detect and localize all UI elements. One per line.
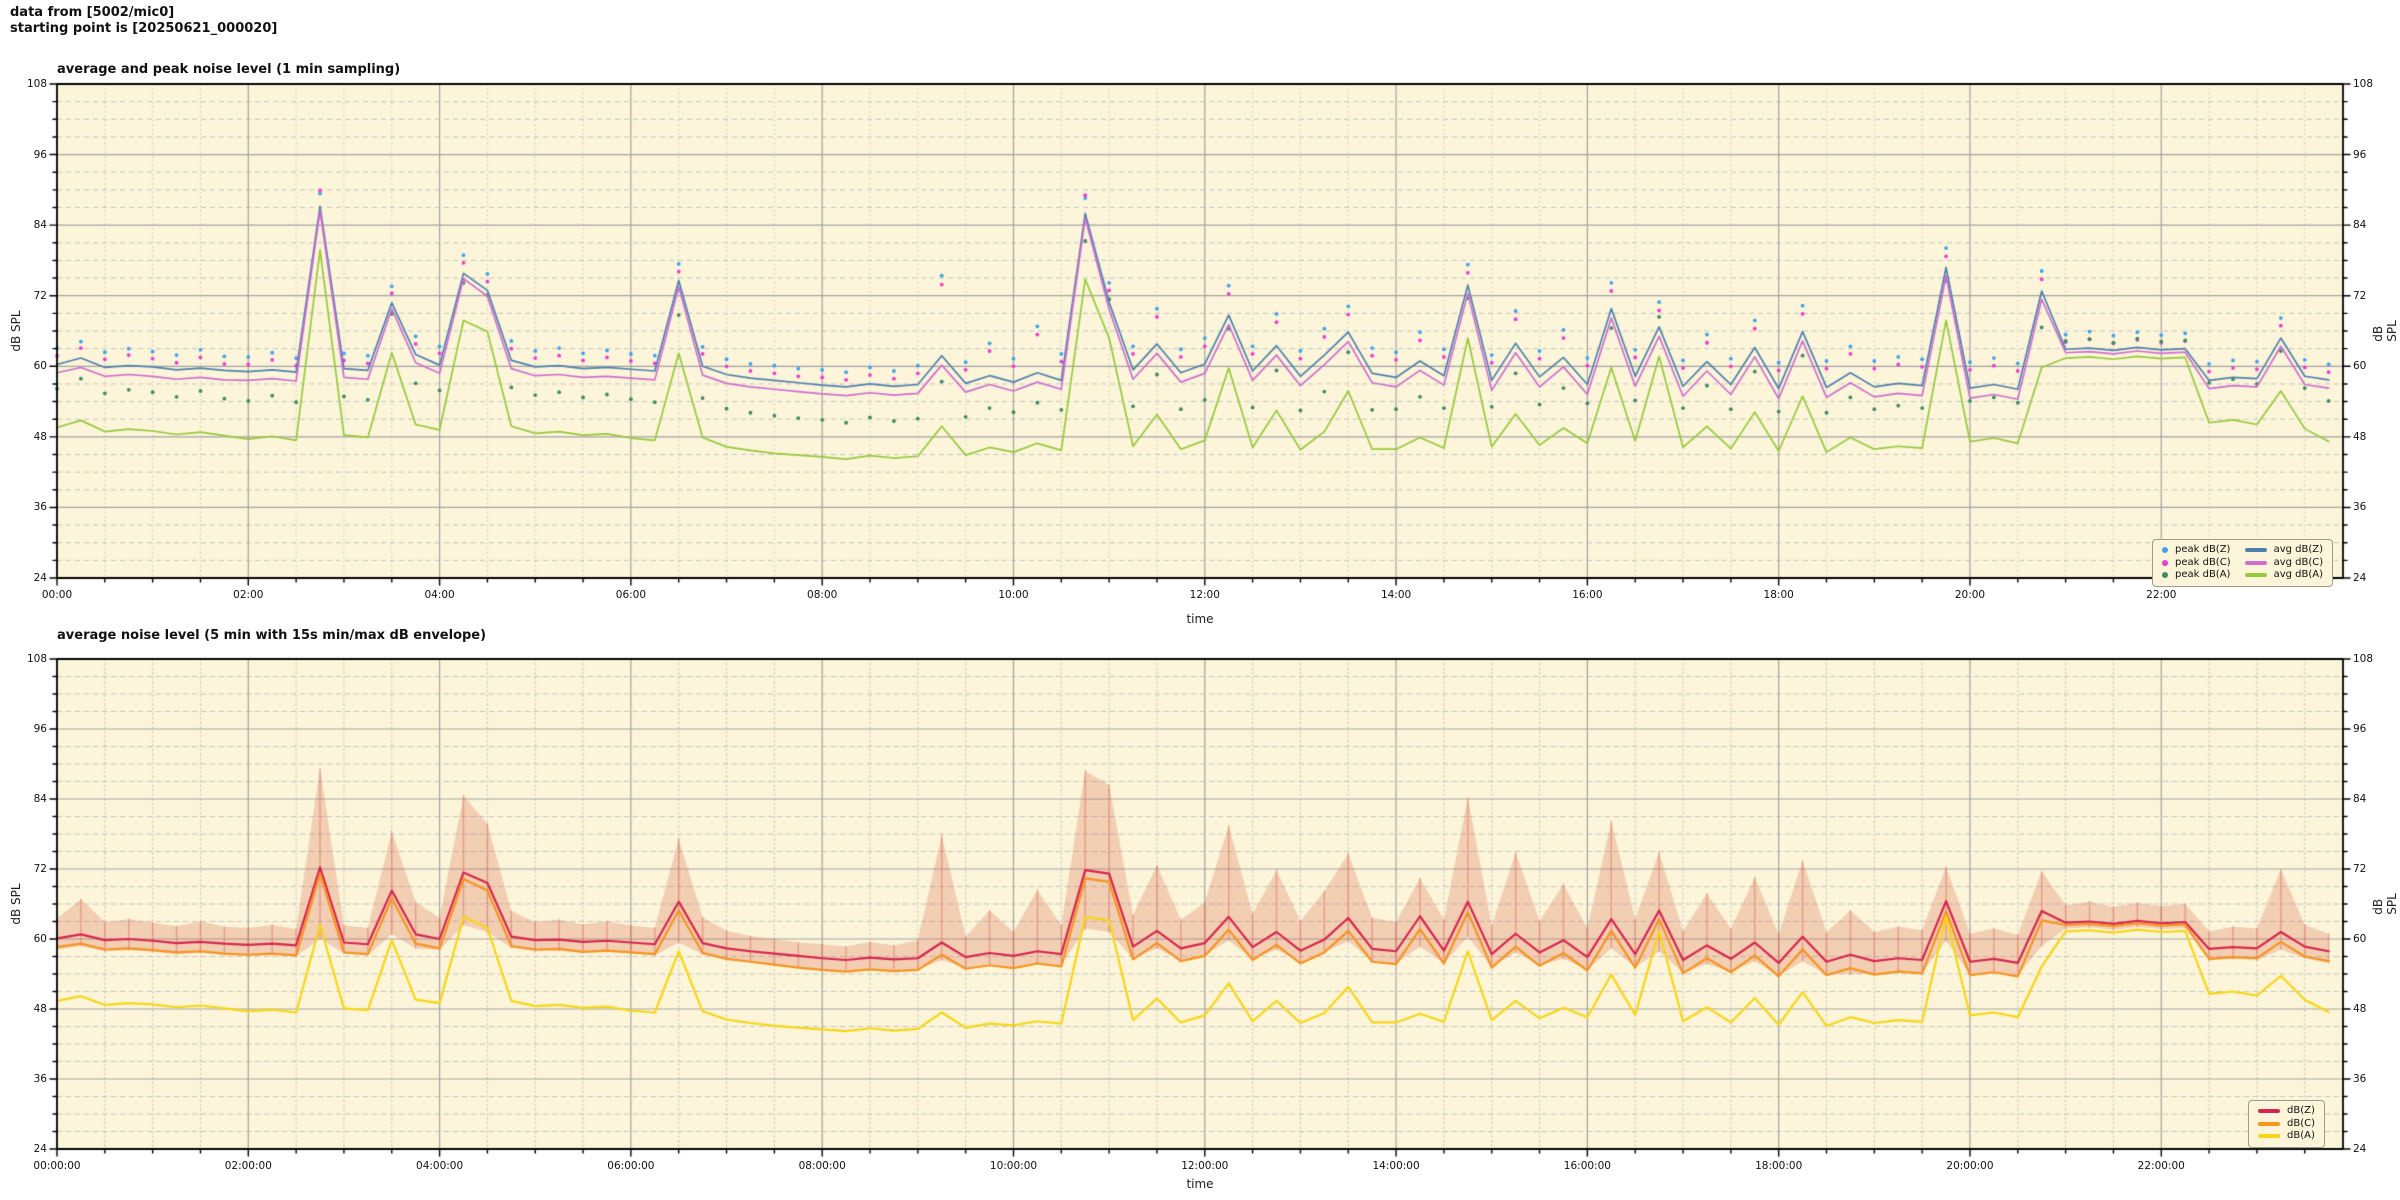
legend-label: avg dB(A) xyxy=(2273,569,2324,580)
y-tick-label-left: 36 xyxy=(33,501,47,514)
y-tick-label-right: 60 xyxy=(2353,933,2367,945)
y-tick-label-right: 36 xyxy=(2353,1073,2367,1085)
legend-label: avg dB(C) xyxy=(2273,556,2324,568)
y-tick-label-left: 72 xyxy=(33,289,47,302)
y-tick-label-left: 96 xyxy=(33,148,47,161)
y-tick-label-left: 60 xyxy=(33,360,47,373)
x-tick-label: 14:00 xyxy=(1380,589,1412,601)
y-tick-label-right: 48 xyxy=(2353,430,2367,443)
x-tick-label: 02:00 xyxy=(233,589,264,601)
bottom-yaxis-label-left: dB SPL xyxy=(9,883,23,925)
legend-label: peak dB(C) xyxy=(2175,556,2231,568)
top-chart-legend: peak dB(Z) peak dB(C) peak dB(A) avg dB(Z) a… xyxy=(2152,539,2334,587)
legend-label: avg dB(Z) xyxy=(2273,544,2324,555)
x-tick-label: 10:00:00 xyxy=(989,1160,1038,1172)
y-tick-label-left: 108 xyxy=(26,653,47,665)
header-line-1: data from [5002/mic0] xyxy=(10,5,175,20)
legend-label: dB(A) xyxy=(2287,1130,2315,1141)
x-tick-label: 22:00 xyxy=(2146,589,2177,601)
bottom-xaxis-label: time xyxy=(1186,1177,1214,1191)
legend-label: dB(Z) xyxy=(2287,1105,2315,1116)
x-tick-label: 06:00:00 xyxy=(607,1160,655,1172)
legend-line-marker xyxy=(2258,1134,2280,1139)
y-tick-label-left: 108 xyxy=(26,78,47,90)
x-tick-label: 12:00:00 xyxy=(1181,1160,1229,1172)
x-tick-label: 08:00 xyxy=(807,589,838,601)
y-tick-label-left: 84 xyxy=(33,793,47,805)
x-tick-label: 18:00 xyxy=(1763,589,1794,601)
legend-line-marker xyxy=(2258,1121,2280,1126)
y-tick-label-right: 36 xyxy=(2353,501,2367,514)
legend-item: avg dB(C) xyxy=(2244,556,2324,570)
legend-item: peak dB(A) xyxy=(2162,569,2231,582)
y-tick-label-right: 60 xyxy=(2353,360,2367,373)
y-tick-label-left: 96 xyxy=(33,723,47,735)
x-tick-label: 06:00 xyxy=(615,589,647,601)
x-tick-label: 22:00:00 xyxy=(2137,1160,2185,1172)
y-tick-label-right: 24 xyxy=(2353,1143,2367,1155)
x-tick-label: 08:00:00 xyxy=(798,1160,846,1172)
top-xaxis-label: time xyxy=(1186,612,1214,626)
y-tick-label-right: 48 xyxy=(2353,1003,2367,1015)
legend-item: avg dB(Z) xyxy=(2244,544,2324,557)
legend-line-marker xyxy=(2244,560,2267,565)
x-tick-label: 10:00 xyxy=(998,589,1029,601)
x-tick-label: 16:00 xyxy=(1572,589,1603,601)
y-tick-label-right: 84 xyxy=(2353,219,2367,232)
legend-label: peak dB(A) xyxy=(2175,569,2231,580)
legend-label: dB(C) xyxy=(2287,1117,2315,1129)
legend-item: peak dB(C) xyxy=(2162,557,2231,570)
y-tick-label-right: 24 xyxy=(2353,572,2367,584)
legend-dot-marker xyxy=(2162,559,2168,566)
legend-label: peak dB(Z) xyxy=(2175,544,2231,555)
y-tick-label-right: 96 xyxy=(2353,148,2367,161)
legend-line-marker xyxy=(2258,1109,2280,1114)
legend-dot-marker xyxy=(2162,572,2168,579)
legend-item: peak dB(Z) xyxy=(2162,544,2231,557)
top-yaxis-label-right: dB SPL xyxy=(2371,320,2399,342)
legend-item: dB(A) xyxy=(2258,1130,2315,1143)
y-tick-label-left: 48 xyxy=(33,1003,47,1015)
y-tick-label-right: 84 xyxy=(2353,793,2367,805)
legend-column: peak dB(Z) peak dB(C) peak dB(A) xyxy=(2162,544,2231,582)
top-yaxis-label-left: dB SPL xyxy=(9,310,23,352)
x-tick-label: 20:00 xyxy=(1954,589,1986,601)
x-tick-label: 12:00 xyxy=(1189,589,1220,601)
bottom-chart-legend: dB(Z) dB(C) dB(A) xyxy=(2248,1100,2325,1148)
x-tick-label: 04:00 xyxy=(424,589,455,601)
y-tick-label-left: 36 xyxy=(33,1073,47,1085)
legend-column: dB(Z) dB(C) dB(A) xyxy=(2258,1105,2315,1143)
y-tick-label-right: 108 xyxy=(2353,78,2374,90)
y-tick-label-right: 108 xyxy=(2353,653,2374,665)
x-tick-label: 14:00:00 xyxy=(1372,1160,1420,1172)
bottom-chart-title: average noise level (5 min with 15s min/… xyxy=(57,628,487,643)
legend-column: avg dB(Z) avg dB(C) avg dB(A) xyxy=(2244,544,2324,582)
x-tick-label: 00:00 xyxy=(41,589,73,601)
y-tick-label-left: 72 xyxy=(33,863,47,875)
y-tick-label-left: 48 xyxy=(33,430,47,443)
y-tick-label-right: 72 xyxy=(2353,863,2367,875)
x-tick-label: 18:00:00 xyxy=(1755,1160,1803,1172)
x-tick-label: 20:00:00 xyxy=(1946,1160,1994,1172)
legend-line-marker xyxy=(2244,573,2267,578)
x-tick-label: 00:00:00 xyxy=(33,1160,81,1172)
y-tick-label-left: 60 xyxy=(33,933,47,945)
legend-item: dB(C) xyxy=(2258,1118,2315,1131)
top-chart-title: average and peak noise level (1 min samp… xyxy=(57,62,401,77)
x-tick-label: 16:00:00 xyxy=(1563,1160,1611,1172)
x-tick-label: 02:00:00 xyxy=(224,1160,272,1172)
legend-item: avg dB(A) xyxy=(2244,569,2324,582)
y-tick-label-left: 84 xyxy=(33,219,47,232)
y-tick-label-left: 24 xyxy=(33,572,47,584)
bottom-yaxis-label-right: dB SPL xyxy=(2371,893,2399,915)
y-tick-label-right: 72 xyxy=(2353,289,2367,302)
legend-dot-marker xyxy=(2162,547,2168,554)
y-tick-label-right: 96 xyxy=(2353,723,2367,735)
legend-item: dB(Z) xyxy=(2258,1105,2315,1118)
x-tick-label: 04:00:00 xyxy=(416,1160,464,1172)
legend-line-marker xyxy=(2244,548,2267,553)
y-tick-label-left: 24 xyxy=(33,1143,47,1155)
header-line-2: starting point is [20250621_000020] xyxy=(10,21,278,36)
